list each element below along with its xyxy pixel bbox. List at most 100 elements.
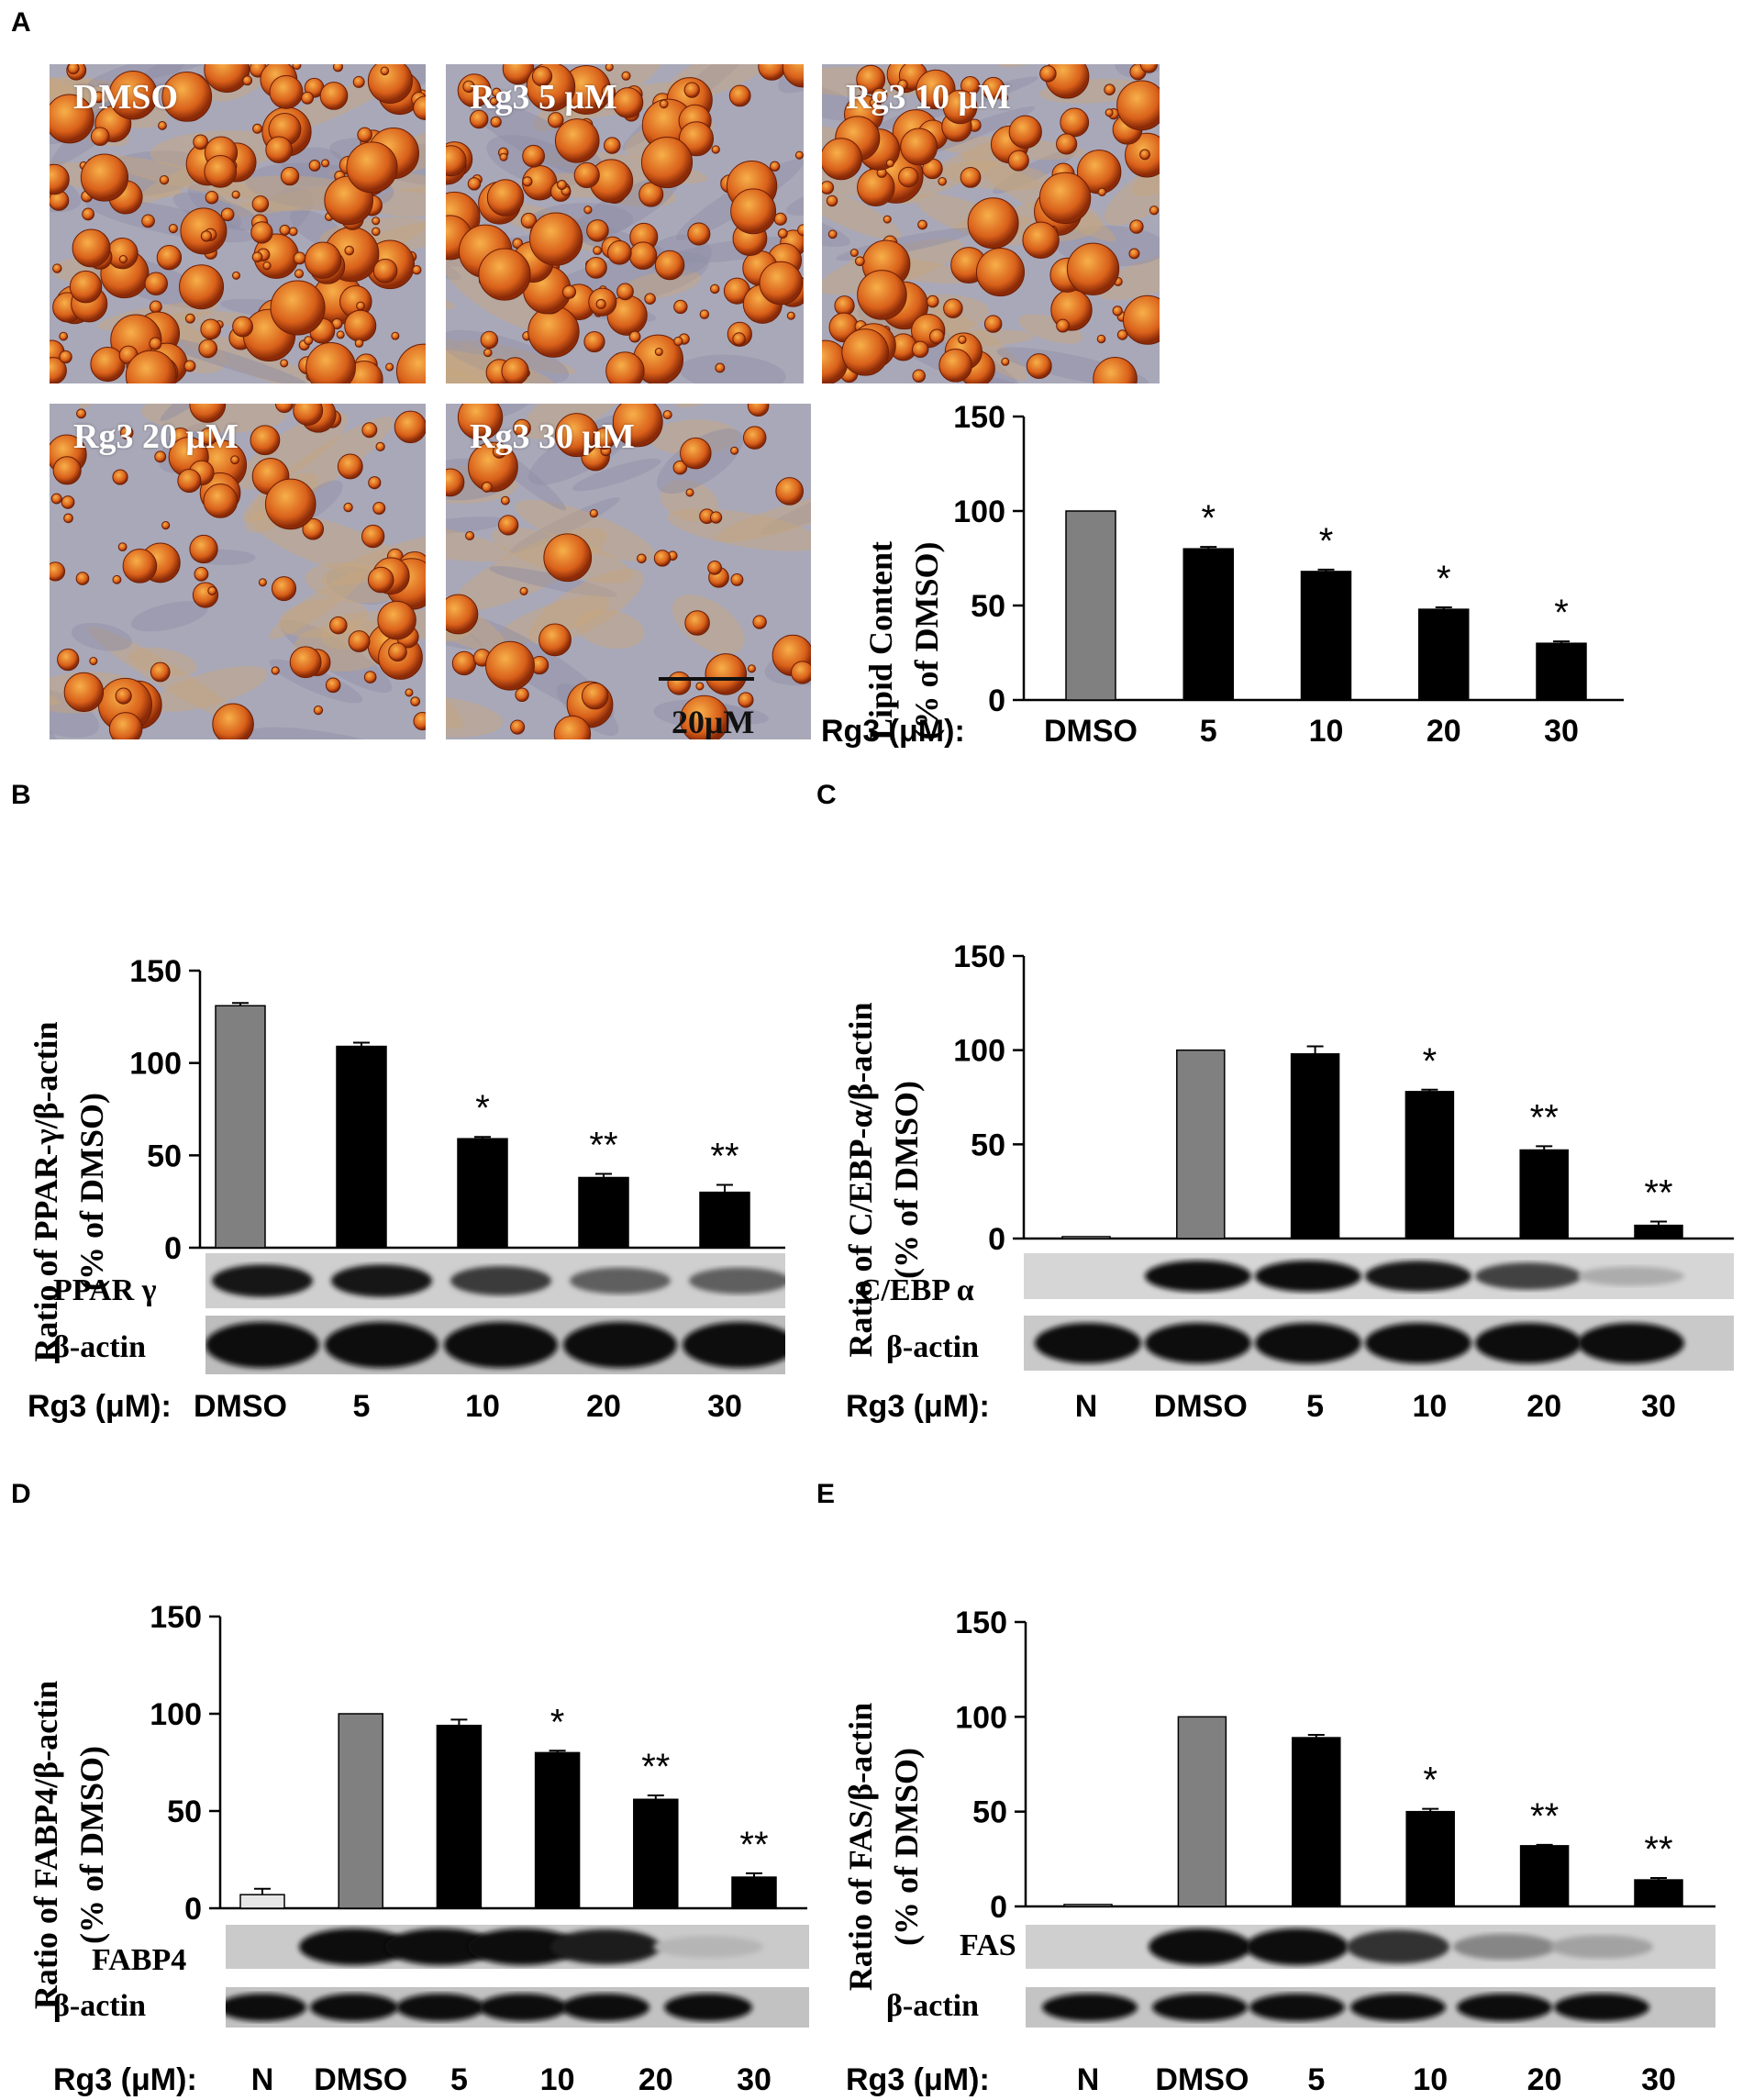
lipid-droplet <box>593 246 603 256</box>
lipid-droplet <box>601 84 616 99</box>
blot-band <box>450 1266 551 1295</box>
lipid-droplet <box>529 212 583 266</box>
lipid-droplet <box>301 91 315 105</box>
lipid-droplet <box>900 128 938 166</box>
micrograph-label: Rg3 10 μM <box>846 78 1011 117</box>
x-axis-prefix-label: Rg3 (μM): <box>846 1389 990 1424</box>
category-label: 5 <box>353 1389 371 1424</box>
lipid-droplet <box>271 666 280 675</box>
y-axis-label: Ratio of C/EBP-α/β-actin <box>842 1002 879 1357</box>
lipid-droplet <box>50 561 66 582</box>
blot-band <box>1457 1994 1552 2021</box>
significance-marker: * <box>1423 1761 1438 1801</box>
blot-band <box>563 1322 677 1368</box>
lipid-droplet <box>975 248 1026 297</box>
lipid-droplet <box>662 410 672 420</box>
cell-body <box>142 332 309 383</box>
significance-marker: * <box>550 1702 565 1742</box>
category-label: 5 <box>1307 2062 1325 2097</box>
blot-band <box>212 1264 313 1297</box>
lipid-droplet <box>367 566 394 594</box>
lipid-droplet <box>321 159 330 168</box>
lipid-droplet <box>520 212 538 229</box>
blot-band <box>1042 1994 1138 2021</box>
significance-marker: ** <box>1530 1796 1559 1837</box>
category-label: N <box>251 2062 274 2097</box>
lipid-droplet <box>289 646 322 679</box>
blot-cebpa <box>1024 1253 1734 1299</box>
blot-label-fabp4: FABP4 <box>92 1943 187 1977</box>
category-label: 10 <box>1309 714 1344 749</box>
lipid-droplet <box>672 460 688 475</box>
blot-band <box>1249 1994 1345 2021</box>
bar-n <box>1063 1904 1113 1907</box>
lipid-droplet <box>93 91 105 104</box>
lipid-droplet <box>367 64 413 104</box>
lipid-droplet <box>685 488 694 497</box>
lipid-droplet <box>797 224 804 237</box>
lipid-droplet <box>141 214 155 228</box>
lipid-droplet <box>269 74 304 109</box>
lipid-droplet <box>782 64 804 88</box>
category-label: 30 <box>707 1389 742 1424</box>
lipid-droplet <box>680 694 729 739</box>
lipid-droplet <box>193 134 209 150</box>
lipid-droplet <box>485 640 535 691</box>
lipid-droplet <box>732 332 746 346</box>
bar-30 <box>731 1876 777 1909</box>
significance-marker: * <box>1319 521 1334 561</box>
lipid-droplet <box>711 145 720 154</box>
lipid-droplet <box>1000 94 1009 103</box>
lipid-droplet <box>1007 150 1029 172</box>
lipid-droplet <box>790 661 811 684</box>
lipid-droplet <box>52 456 82 485</box>
lipid-droplet <box>607 240 632 265</box>
lipid-droplet <box>242 75 253 86</box>
micrograph-rg3-10: Rg3 10 μM <box>822 64 1160 383</box>
lipid-droplet <box>462 80 475 94</box>
blot-band <box>1365 1261 1471 1292</box>
lipid-droplet <box>917 219 927 230</box>
lipid-droplet <box>252 123 263 134</box>
lipid-droplet <box>730 572 744 586</box>
lipid-droplet <box>108 712 143 739</box>
lipid-droplet <box>616 283 634 301</box>
y-axis-label: (% of DMSO) <box>888 1081 925 1279</box>
category-label: 5 <box>450 2062 468 2097</box>
lipid-droplet <box>313 705 324 716</box>
lipid-droplet <box>372 227 381 237</box>
lipid-droplet <box>357 127 372 143</box>
lipid-droplet <box>230 455 239 465</box>
y-tick-label: 0 <box>990 1890 1007 1925</box>
lipid-droplet <box>144 272 168 295</box>
lipid-droplet <box>621 71 631 81</box>
bar-20 <box>1519 1149 1569 1239</box>
micrograph-dmso: DMSO <box>50 64 426 383</box>
cell-body <box>760 469 811 535</box>
y-axis-label: (% of DMSO) <box>73 1746 110 1944</box>
significance-marker: ** <box>589 1125 617 1165</box>
category-label: 20 <box>638 2062 673 2097</box>
significance-marker: ** <box>739 1825 768 1865</box>
y-tick-label: 0 <box>184 1892 202 1927</box>
blot-label-cebpa: C/EBP α <box>859 1273 974 1307</box>
lipid-droplet <box>280 166 300 186</box>
lipid-droplet <box>605 64 614 72</box>
blot-band <box>468 1928 578 1965</box>
lipid-droplet <box>361 422 378 439</box>
lipid-droplet <box>325 677 341 694</box>
lipid-droplet <box>1105 108 1114 117</box>
y-tick-label: 50 <box>167 1794 202 1829</box>
lipid-droplet <box>715 362 726 373</box>
cell-body <box>515 499 656 562</box>
significance-marker: * <box>1437 559 1451 599</box>
lipid-droplet <box>554 118 600 163</box>
lipid-droplet <box>857 270 907 320</box>
lipid-droplet <box>264 478 316 530</box>
lipid-droplet <box>361 524 385 549</box>
lipid-droplet <box>786 311 795 320</box>
cell-body <box>1018 314 1083 344</box>
cell-body <box>575 609 645 649</box>
lipid-droplet <box>585 256 607 279</box>
lipid-droplet <box>1038 172 1092 225</box>
